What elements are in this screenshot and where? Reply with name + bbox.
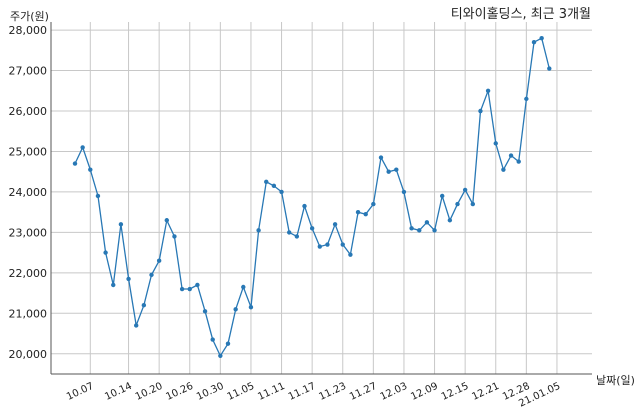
data-point [340,242,345,247]
y-tick-label: 21,000 [9,307,48,320]
x-tick-label: 10.14 [103,381,134,403]
data-point [485,88,491,93]
y-tick-label: 26,000 [9,105,48,118]
data-point [172,234,177,239]
data-point [309,226,315,231]
data-point [149,272,154,278]
data-point [271,183,277,189]
data-point [256,228,261,233]
x-axis-label: 날짜(일) [596,373,635,387]
data-point [279,189,284,195]
data-point [187,286,192,292]
data-point [447,218,453,223]
data-point [317,244,322,249]
data-point [241,284,246,290]
data-point [401,189,407,195]
y-tick-label: 20,000 [9,348,48,361]
data-point [348,252,353,257]
data-point [126,276,131,282]
x-tick-label: 10.30 [195,381,226,403]
data-point [394,167,399,172]
x-tick-label: 10.20 [134,381,165,403]
x-tick-label: 11.27 [348,381,379,403]
data-point [409,226,414,231]
data-point [524,96,529,102]
data-point [547,66,552,71]
data-point [248,305,254,310]
data-point [72,161,78,166]
data-point [508,153,514,158]
data-point [455,201,460,207]
data-point [332,222,338,227]
data-series [72,35,552,358]
data-point [103,250,108,255]
data-point [478,108,483,114]
data-point [539,35,544,41]
data-point [516,159,521,164]
x-tick-label: 12.21 [470,381,501,403]
data-point [302,203,307,209]
data-point [371,201,376,207]
data-point [493,141,498,146]
y-tick-label: 27,000 [9,65,48,78]
y-axis: 20,000 21,000 22,000 23,000 24,000 25,000 26,0… [9,22,52,374]
x-tick-label: 11.23 [317,381,348,403]
data-point [531,40,537,45]
y-tick-label: 25,000 [9,145,48,158]
data-point [462,187,468,193]
data-point [294,234,300,239]
data-point [111,282,116,288]
data-point [141,303,147,308]
data-point [118,222,124,227]
data-point [134,323,139,328]
x-tick-label: 11.05 [226,381,257,403]
x-tick-label: 12.03 [379,381,410,403]
y-tick-label: 24,000 [9,186,48,199]
data-point [440,193,445,199]
data-point [156,258,162,263]
x-tick-label: 10.26 [164,381,195,403]
x-tick-label: 10.07 [65,381,96,403]
x-tick-label: 12.15 [440,381,471,403]
data-point [195,282,200,288]
data-point [470,201,475,207]
y-axis-label: 주가(원) [10,10,49,23]
data-point [202,309,208,314]
y-tick-label: 28,000 [9,24,48,37]
data-point [386,169,391,174]
data-point [417,228,422,233]
data-point [424,220,430,225]
data-point [210,337,215,342]
data-point [95,193,101,199]
x-tick-label: 11.17 [287,381,318,403]
data-point [363,211,368,217]
data-point [164,218,169,223]
data-point [501,167,506,172]
data-point [80,145,85,150]
y-tick-label: 23,000 [9,226,48,239]
data-point [355,209,361,215]
x-tick-label: 11.11 [256,381,287,403]
x-tick-label: 12.09 [409,381,440,403]
chart-title: 티와이홀딩스, 최근 3개월 [451,7,591,22]
data-point [218,353,223,358]
data-point [378,155,384,160]
y-tick-label: 22,000 [9,267,48,280]
data-point [233,307,238,312]
data-point [88,167,93,172]
grid-lines [51,22,592,374]
data-point [287,230,292,235]
data-point [325,242,330,247]
data-point [432,228,437,233]
data-point [179,286,185,292]
data-point [225,341,231,346]
x-axis: 10.07 10.14 10.20 10.26 10.30 11.05 11.11 11.17… [51,373,592,410]
data-point [264,179,269,185]
